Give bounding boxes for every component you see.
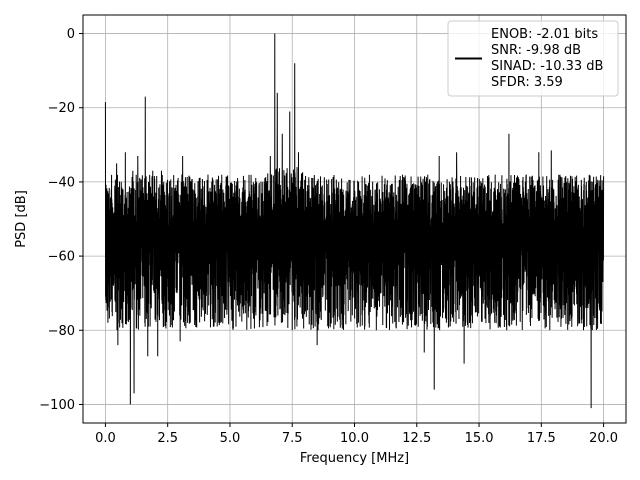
y-axis-label: PSD [dB] — [14, 190, 29, 248]
y-tick-label: −40 — [48, 175, 75, 190]
x-axis-ticks: 0.0 2.5 5.0 7.5 10.0 12.5 15.0 17.5 20.0 — [95, 423, 618, 446]
x-tick-label: 17.5 — [527, 431, 556, 446]
x-tick-label: 2.5 — [157, 431, 178, 446]
legend-entry-sfdr: SFDR: 3.59 — [491, 75, 563, 90]
x-tick-label: 12.5 — [402, 431, 431, 446]
psd-series-line — [104, 33, 605, 409]
x-tick-label: 15.0 — [465, 431, 494, 446]
x-tick-label: 7.5 — [282, 431, 303, 446]
y-tick-label: −60 — [48, 250, 75, 265]
plot-series — [104, 33, 605, 409]
legend-entry-enob: ENOB: -2.01 bits — [491, 27, 598, 42]
y-tick-label: 0 — [67, 27, 75, 42]
x-tick-label: 5.0 — [220, 431, 241, 446]
y-tick-label: −20 — [48, 101, 75, 116]
y-tick-label: −80 — [48, 324, 75, 339]
y-tick-label: −100 — [39, 398, 75, 413]
x-tick-label: 20.0 — [589, 431, 618, 446]
x-tick-label: 10.0 — [340, 431, 369, 446]
legend-box — [447, 20, 619, 97]
x-axis-label: Frequency [MHz] — [300, 451, 409, 466]
x-tick-label: 0.0 — [95, 431, 116, 446]
legend-entry-sinad: SINAD: -10.33 dB — [491, 59, 603, 74]
legend: ENOB: -2.01 bits SNR: -9.98 dB SINAD: -1… — [447, 20, 619, 97]
legend-entry-snr: SNR: -9.98 dB — [491, 43, 581, 58]
y-axis-ticks: 0 −20 −40 −60 −80 −100 — [39, 27, 83, 413]
